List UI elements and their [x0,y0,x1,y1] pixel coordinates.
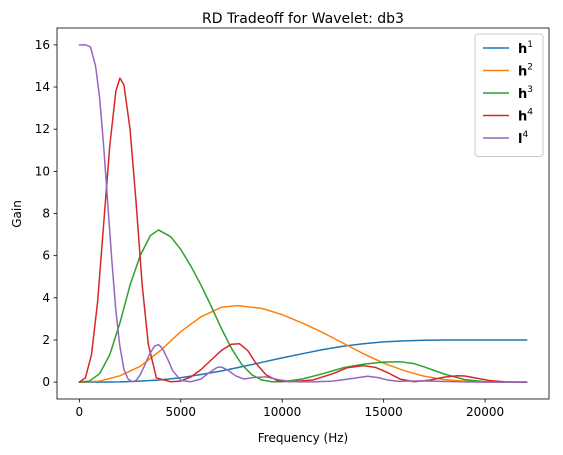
x-axis: 0 5000 10000 15000 20000 [75,399,504,419]
legend-label-h4: h4 [518,108,533,125]
legend-label-h3: h3 [518,85,533,102]
y-tick-label: 10 [35,164,50,178]
y-tick-label: 2 [42,333,50,347]
y-tick-label: 12 [35,122,50,136]
y-axis: 0 2 4 6 8 10 12 14 16 [35,38,57,389]
y-tick-label: 8 [42,207,50,221]
legend-label-h2: h2 [518,63,533,80]
y-tick-label: 0 [42,375,50,389]
series-line-l4 [78,44,528,383]
legend-box [474,33,544,157]
x-tick-label: 10000 [263,405,301,419]
series-line-h1 [78,339,528,383]
legend-label-l4: l4 [518,130,528,147]
y-tick-label: 4 [42,291,50,305]
x-tick-label: 0 [75,405,83,419]
chart-title: RD Tradeoff for Wavelet: db3 [202,11,404,27]
x-tick-label: 20000 [466,405,504,419]
x-tick-label: 5000 [165,405,196,419]
series-layer [78,44,528,383]
series-line-h4 [78,77,528,383]
y-axis-label: Gain [10,200,24,228]
series-line-h3 [78,229,528,383]
x-tick-label: 15000 [365,405,403,419]
y-tick-label: 14 [35,80,50,94]
y-tick-label: 16 [35,38,50,52]
series-line-h2 [78,304,528,383]
x-axis-label: Frequency (Hz) [258,431,349,445]
legend: h1 h2 h3 h4 l4 [474,33,544,157]
legend-label-h1: h1 [518,40,533,57]
y-tick-label: 6 [42,249,50,263]
